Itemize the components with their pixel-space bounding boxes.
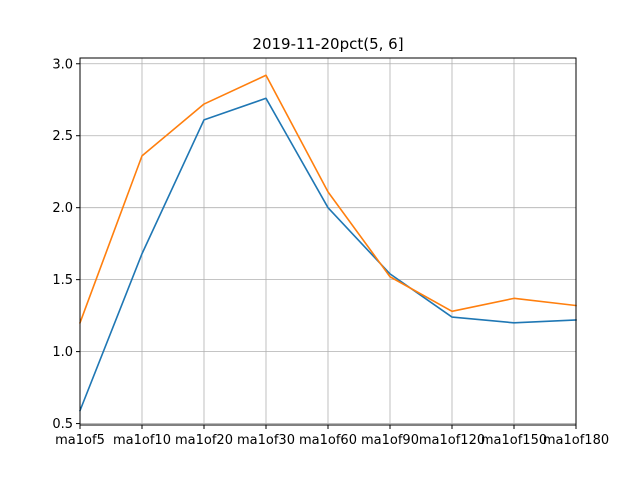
y-tick-label: 1.5	[52, 273, 73, 288]
series-layer	[78, 74, 577, 412]
x-tick-label: ma1of10	[113, 433, 171, 448]
y-tick-label: 2.0	[52, 201, 73, 216]
tick-layer: ma1of5 ma1of10 ma1of20 ma1of30 ma1of60 ma1of9…	[52, 57, 609, 448]
grid-layer	[79, 58, 577, 425]
x-tick-label: ma1of120	[419, 433, 485, 448]
y-tick-label: 0.5	[52, 417, 73, 432]
series-line-2	[78, 74, 577, 324]
x-tick-label: ma1of180	[543, 433, 609, 448]
y-tick-label: 3.0	[52, 57, 73, 72]
x-tick-label: ma1of150	[481, 433, 547, 448]
x-tick-label: ma1of30	[237, 433, 295, 448]
y-tick-label: 2.5	[52, 129, 73, 144]
y-tick-label: 1.0	[52, 345, 73, 360]
x-tick-label: ma1of60	[299, 433, 357, 448]
series-line-1	[78, 97, 577, 412]
x-tick-label: ma1of90	[361, 433, 419, 448]
x-tick-label: ma1of5	[55, 433, 105, 448]
chart-title: 2019-11-20pct(5, 6]	[252, 35, 403, 53]
x-tick-label: ma1of20	[175, 433, 233, 448]
